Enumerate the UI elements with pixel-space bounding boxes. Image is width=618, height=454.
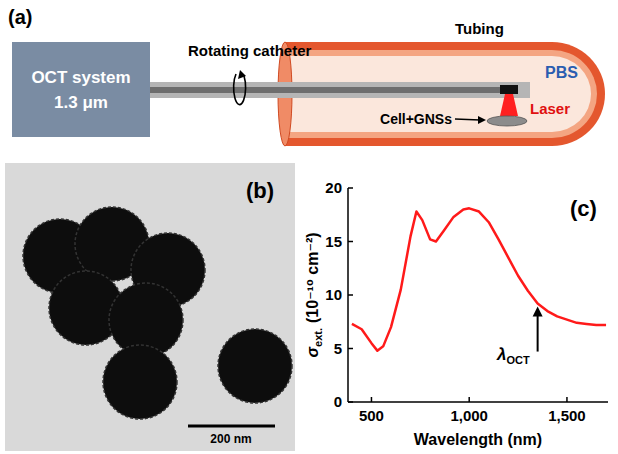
plot-area [352,208,606,350]
x-tick [566,397,568,402]
y-tick-label: 5 [334,340,342,357]
annotation-subscript: OCT [506,354,530,366]
y-axis-title: σext.(10⁻¹⁰ cm⁻²) [304,232,324,357]
sample-arrow [455,119,480,120]
x-tick [371,397,373,402]
scale-bar [188,425,275,428]
nanoparticle [103,345,177,419]
micrograph-bg [5,163,295,451]
x-tick-label: 1,500 [548,407,586,424]
annotation-arrow [537,313,539,352]
x-tick [468,397,470,402]
panel-label: (a) [8,6,32,28]
y-title-subscript: ext. [312,328,324,347]
sample-label: Cell+GNSs [380,111,452,127]
oct-box [12,42,150,137]
nanoparticle [218,329,292,403]
y-tick [348,348,353,350]
y-tick [348,241,353,243]
rotation-arrow [234,74,246,105]
y-title-unit: (10⁻¹⁰ cm⁻²) [304,232,321,323]
oct-label: OCT system [31,68,130,87]
y-tick [348,187,353,189]
annotation-symbol: λ [496,345,506,364]
y-tick-label: 10 [325,286,342,303]
x-axis-title: Wavelength (nm) [414,431,542,448]
annotation-arrowhead [533,307,543,317]
y-tick-label: 15 [325,233,342,250]
rotation-arrowhead [238,70,246,79]
scale-bar-label: 200 nm [210,432,251,446]
catheter-core [150,87,502,93]
sample-arrowhead [478,116,486,124]
panel-label: (b) [246,178,274,203]
figure: (a) OCT system 1.3 μm Rotating catheter Tubi… [0,0,618,454]
y-tick-label: 0 [334,393,342,410]
laser-beam [500,94,518,116]
pbs-label: PBS [545,64,578,81]
catheter-sheath [150,82,530,98]
series-line [352,208,606,350]
y-tick [348,401,353,403]
y-tick [348,294,353,296]
tubing-label: Tubing [455,20,504,37]
x-tick-label: 1,000 [450,407,488,424]
laser-label: Laser [530,100,570,117]
panel-label: (c) [570,196,597,221]
catheter-label: Rotating catheter [188,42,312,59]
x-tick-label: 500 [359,407,384,424]
catheter-tip [500,85,518,94]
annotation: λOCT [496,345,530,366]
oct-wavelength: 1.3 μm [54,93,108,112]
cell [487,116,527,126]
x-axis [348,401,608,403]
y-tick-label: 20 [325,179,342,196]
